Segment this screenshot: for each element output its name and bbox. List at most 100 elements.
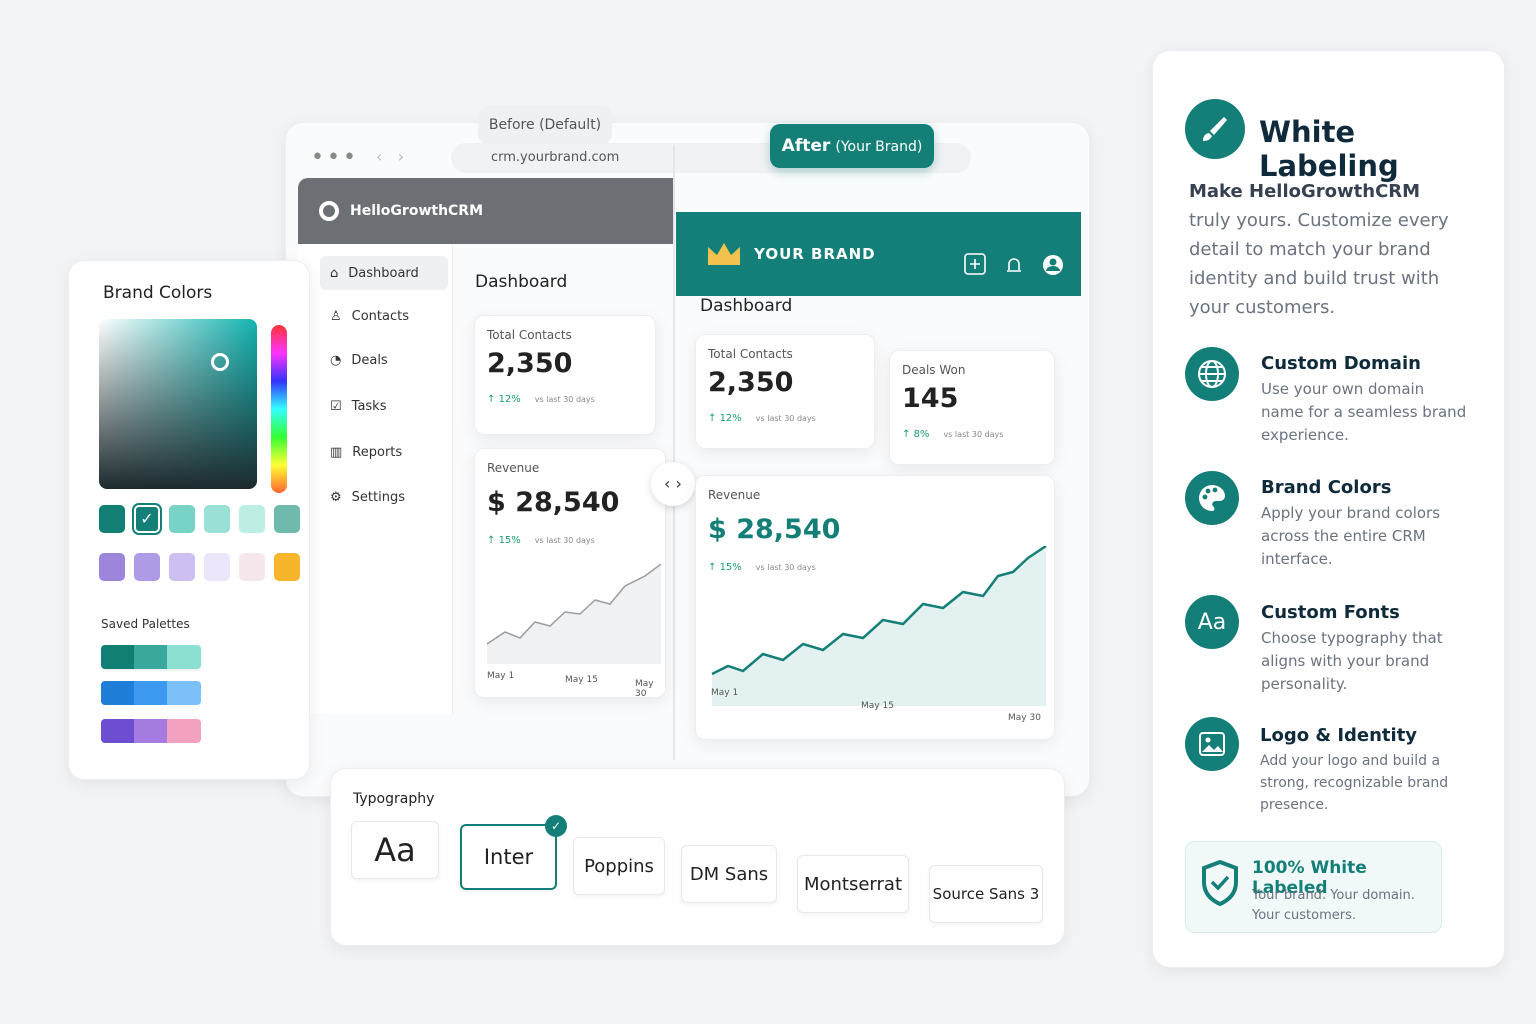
shape: ↑ 15% vs last 30 days bbox=[487, 528, 653, 547]
text: $ bbox=[487, 487, 506, 518]
text: $ bbox=[708, 514, 727, 545]
shape bbox=[99, 505, 125, 533]
after-sub: (Your Brand) bbox=[835, 139, 923, 155]
section-title: Saved Palettes bbox=[101, 617, 190, 631]
brand-name: HelloGrowthCRM bbox=[350, 203, 484, 219]
graphic bbox=[712, 546, 1046, 706]
before-sidebar: ⌂ Dashboard ♙ Contacts ◔ Deals ☑ Tasks ▥ Repo… bbox=[298, 244, 453, 714]
stat-value: 2,350 bbox=[708, 367, 794, 398]
feature: Custom Fonts Choose typography that align… bbox=[1261, 602, 1471, 696]
palette[interactable] bbox=[101, 645, 201, 669]
shape bbox=[274, 553, 300, 581]
graphic bbox=[1049, 258, 1057, 266]
shape: ↑ 8% vs last 30 days bbox=[902, 422, 1042, 441]
card-title: Typography bbox=[353, 791, 435, 807]
palette[interactable] bbox=[101, 681, 201, 705]
compare-handle[interactable]: ‹ › bbox=[651, 462, 695, 506]
badge-text: Your brand. Your domain. Your customers. bbox=[1252, 888, 1415, 923]
divider bbox=[673, 145, 675, 760]
after-header: YOUR BRAND bbox=[676, 212, 1081, 296]
text: 12% bbox=[498, 394, 521, 405]
font-option[interactable]: Inter bbox=[460, 824, 557, 890]
stat-label: Total Contacts bbox=[708, 347, 793, 361]
stat-note: vs last 30 days bbox=[534, 395, 595, 404]
color-picker[interactable] bbox=[99, 319, 257, 489]
text: truly yours. Customize every detail to m… bbox=[1189, 210, 1449, 318]
x-label: May 30 bbox=[635, 679, 654, 699]
text: Tasks bbox=[351, 398, 387, 414]
graphic: ▥ bbox=[330, 444, 343, 460]
shape bbox=[99, 553, 125, 581]
stat-value: $ 28,540 bbox=[708, 514, 1042, 545]
before-label: Before (Default) bbox=[478, 106, 612, 144]
stat-value: 145 bbox=[902, 383, 959, 414]
graphic bbox=[1210, 117, 1227, 135]
font-option[interactable]: Source Sans 3 bbox=[929, 865, 1043, 923]
nav-item[interactable]: ⌂ Dashboard bbox=[320, 256, 448, 290]
nav-item[interactable]: ⚙ Settings bbox=[320, 480, 448, 514]
text: Reports bbox=[352, 444, 403, 460]
shape bbox=[204, 505, 230, 533]
graphic bbox=[970, 259, 980, 269]
graphic bbox=[708, 243, 740, 265]
text: 28,540 bbox=[736, 514, 841, 545]
after-revenue-card: Revenue $ 28,540 ↑ 15% vs last 30 days Ma… bbox=[695, 475, 1055, 740]
shape: ✓ bbox=[132, 503, 162, 535]
feature-icon bbox=[1185, 471, 1239, 525]
feature-icon bbox=[1185, 717, 1239, 771]
before-contacts-card: Total Contacts 2,350 ↑ 12% vs last 30 day… bbox=[474, 315, 656, 435]
stat-label: Deals Won bbox=[902, 363, 966, 377]
nav-item[interactable]: ☑ Tasks bbox=[320, 389, 448, 423]
after-main: After bbox=[781, 136, 831, 156]
badge-title: 100% White Labeled bbox=[1252, 858, 1367, 898]
font-option[interactable]: Poppins bbox=[573, 837, 665, 895]
x-label: May 15 bbox=[861, 701, 894, 711]
after-label: After (Your Brand) bbox=[770, 124, 934, 168]
stat-label: Revenue bbox=[708, 488, 761, 502]
feature: Brand Colors Apply your brand colors acro… bbox=[1261, 477, 1471, 571]
crown-logo bbox=[708, 243, 740, 265]
text: Custom Fonts bbox=[1261, 602, 1400, 623]
hue-slider[interactable] bbox=[271, 325, 287, 493]
card-title: Brand Colors bbox=[103, 283, 213, 303]
nav-item[interactable]: ♙ Contacts bbox=[320, 299, 448, 333]
graphic: ☑ bbox=[330, 398, 342, 414]
stat-note: vs last 30 days bbox=[755, 414, 816, 423]
panel-intro: Make HelloGrowthCRM truly yours. Customi… bbox=[1189, 177, 1459, 322]
graphic bbox=[1210, 875, 1230, 891]
swatches[interactable] bbox=[99, 553, 300, 581]
text: Custom Domain bbox=[1261, 353, 1421, 374]
graphic bbox=[1205, 737, 1211, 743]
text: Contacts bbox=[351, 308, 410, 324]
stat-change: ↑ 12% bbox=[708, 413, 742, 424]
swatches[interactable]: ✓ bbox=[99, 503, 300, 535]
font-option[interactable]: DM Sans bbox=[681, 845, 777, 903]
brand-name: YOUR BRAND bbox=[754, 245, 876, 263]
stat-value: $ 28,540 bbox=[487, 487, 653, 518]
after-contacts-card: Total Contacts 2,350 ↑ 12% vs last 30 day… bbox=[695, 334, 875, 449]
before-header: HelloGrowthCRM bbox=[298, 178, 673, 244]
shape bbox=[239, 553, 265, 581]
stat-value: 2,350 bbox=[487, 348, 573, 379]
graphic bbox=[319, 201, 339, 221]
badge: 100% White Labeled Your brand. Your doma… bbox=[1185, 841, 1442, 933]
stat-note: vs last 30 days bbox=[534, 536, 595, 545]
graphic: ⌂ bbox=[330, 265, 339, 281]
before-heading: Dashboard bbox=[475, 272, 568, 292]
picker-handle[interactable] bbox=[211, 353, 229, 371]
stat-note: vs last 30 days bbox=[755, 563, 816, 572]
header-icons[interactable] bbox=[961, 252, 1071, 280]
graphic: ♙ bbox=[330, 308, 342, 324]
brand-colors-card: Brand Colors ✓ Saved Palettes bbox=[68, 260, 310, 780]
graphic bbox=[1203, 133, 1212, 141]
brand-logo bbox=[319, 201, 339, 221]
after-deals-card: Deals Won 145 ↑ 8% vs last 30 days bbox=[889, 350, 1055, 465]
palette[interactable] bbox=[101, 719, 201, 743]
graphic bbox=[1199, 485, 1225, 511]
nav-item[interactable]: ▥ Reports bbox=[320, 435, 448, 469]
font-option[interactable]: Montserrat bbox=[797, 855, 909, 913]
nav-item[interactable]: ◔ Deals bbox=[320, 343, 448, 377]
text: 12% bbox=[719, 413, 742, 424]
info-panel: White Labeling Make HelloGrowthCRM truly… bbox=[1152, 50, 1505, 968]
feature-icon: Aa bbox=[1185, 595, 1239, 649]
